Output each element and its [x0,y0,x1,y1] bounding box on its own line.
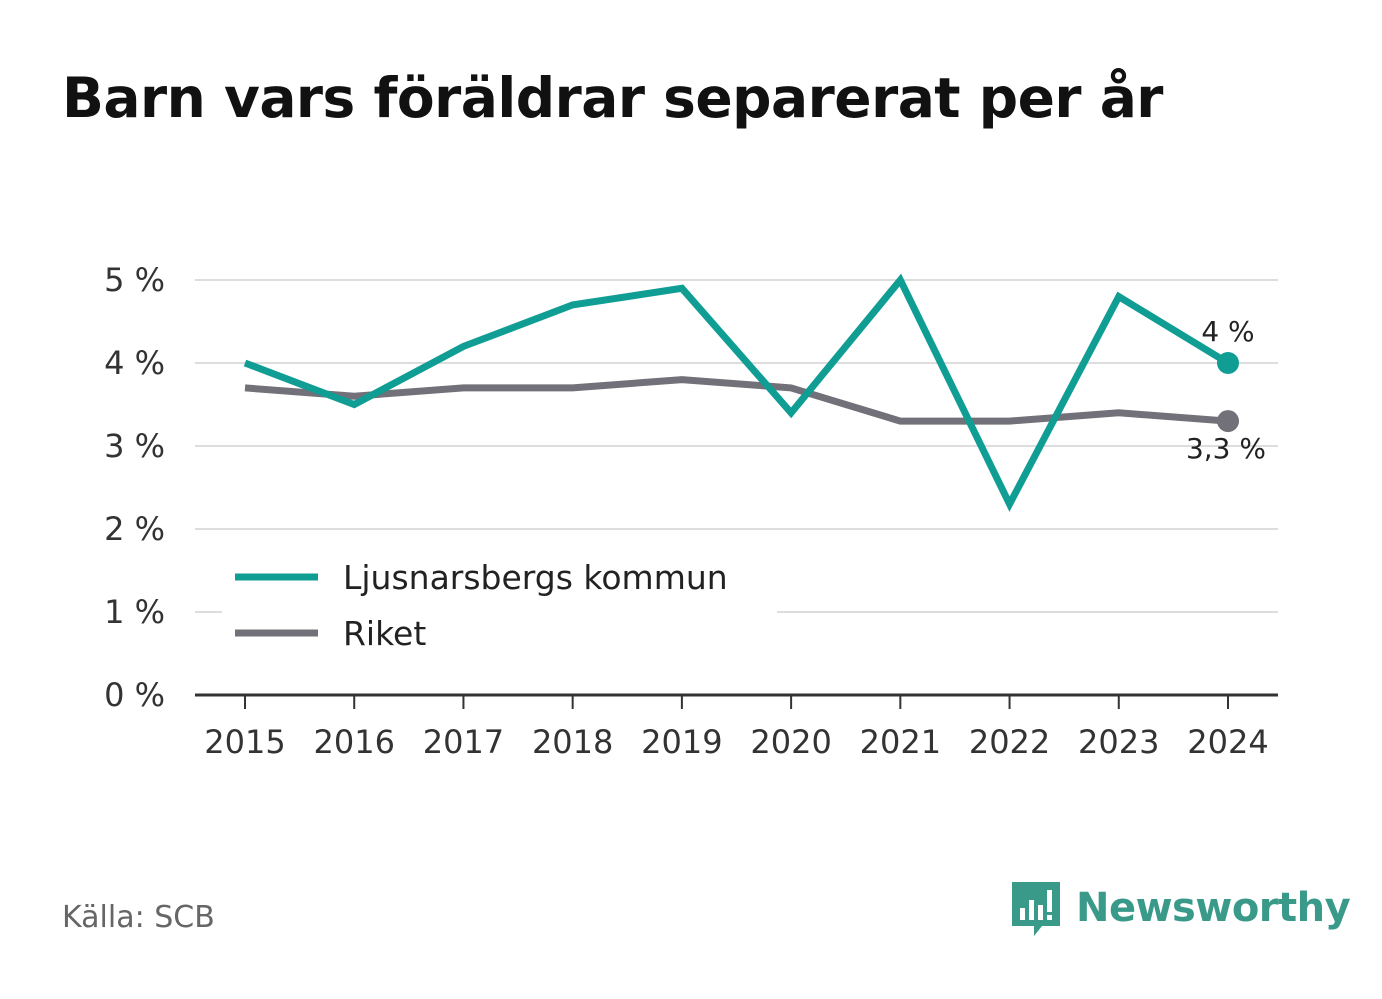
x-axis-ticks: 2015 2016 2017 2018 2019 2020 2021 2022 2023 2024 [204,695,1269,761]
y-tick-label: 1 % [104,593,165,631]
series-end-marker [1217,410,1239,433]
x-tick-label: 2018 [532,723,613,761]
x-tick-label: 2022 [969,723,1050,761]
x-tick-label: 2017 [423,723,504,761]
x-tick-label: 2023 [1078,723,1159,761]
x-tick-label: 2024 [1187,723,1268,761]
chart-title: Barn vars föräldrar separerat per år [62,66,1163,130]
legend-label: Ljusnarsbergs kommun [343,558,728,597]
source-note: Källa: SCB [62,900,215,935]
end-labels: 4 % 3,3 % [1186,315,1266,465]
brand-logo: Newsworthy [1010,878,1351,938]
legend-label: Riket [343,614,426,653]
legend-background [222,548,777,668]
series-lines [243,273,1239,512]
series-line [243,273,1230,512]
data-label: 3,3 % [1186,432,1266,465]
y-axis-ticks: 0 % 1 % 2 % 3 % 4 % 5 % [104,261,165,714]
y-tick-label: 4 % [104,344,165,382]
legend: Ljusnarsbergs kommun Riket [222,548,777,668]
x-tick-label: 2019 [641,723,722,761]
newsworthy-logo-icon [1012,882,1060,936]
y-tick-label: 5 % [104,261,165,299]
x-tick-label: 2020 [750,723,831,761]
series-end-marker [1217,352,1239,374]
x-tick-label: 2015 [204,723,285,761]
brand-name: Newsworthy [1076,885,1351,931]
y-tick-label: 0 % [104,676,165,714]
x-tick-label: 2021 [860,723,941,761]
y-tick-label: 3 % [104,427,165,465]
data-label: 4 % [1201,315,1254,348]
x-tick-label: 2016 [314,723,395,761]
y-tick-label: 2 % [104,510,165,548]
series-line [244,376,1229,425]
